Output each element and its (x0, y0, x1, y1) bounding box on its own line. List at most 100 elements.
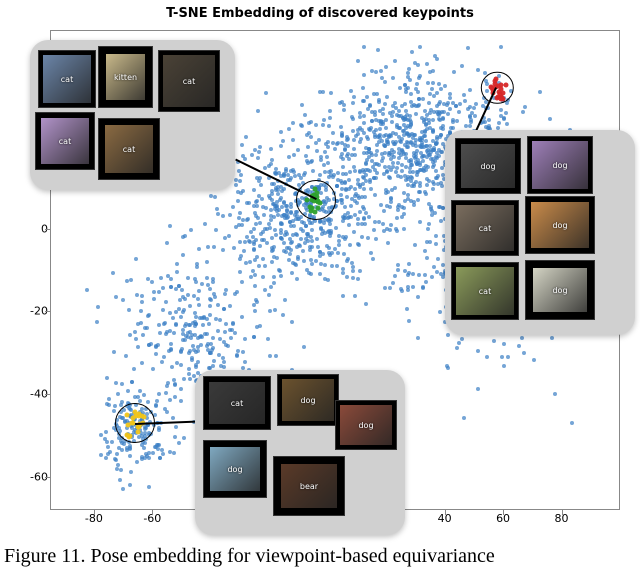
scatter-point (255, 300, 259, 304)
scatter-point (400, 169, 404, 173)
scatter-point (240, 280, 244, 284)
scatter-point (186, 276, 190, 280)
scatter-point (418, 136, 422, 140)
scatter-point (129, 278, 133, 282)
scatter-point (336, 251, 340, 255)
scatter-point (487, 118, 491, 122)
scatter-point (372, 176, 376, 180)
scatter-point (272, 275, 276, 279)
scatter-point (396, 268, 400, 272)
thumbnail-image: bear (281, 464, 337, 508)
scatter-point (301, 249, 305, 253)
scatter-point (108, 450, 112, 454)
scatter-point (181, 332, 185, 336)
scatter-point (134, 257, 138, 261)
scatter-point (394, 170, 398, 174)
scatter-point (441, 124, 445, 128)
scatter-point (240, 143, 244, 147)
scatter-point (370, 119, 374, 123)
scatter-point (104, 430, 108, 434)
scatter-point (376, 48, 380, 52)
scatter-point (215, 207, 219, 211)
scatter-point (308, 245, 312, 249)
scatter-point (194, 315, 198, 319)
scatter-point (237, 223, 241, 227)
scatter-point (135, 293, 139, 297)
scatter-point (126, 389, 130, 393)
scatter-point (141, 333, 145, 337)
y-tick-mark (45, 394, 50, 395)
scatter-point (241, 350, 245, 354)
scatter-point (460, 337, 464, 341)
scatter-point (221, 248, 225, 252)
scatter-point (506, 355, 510, 359)
scatter-point (232, 246, 236, 250)
scatter-point (418, 220, 422, 224)
scatter-point (335, 264, 339, 268)
scatter-point (298, 244, 302, 248)
scatter-point (342, 108, 346, 112)
scatter-point (129, 470, 133, 474)
scatter-point (205, 332, 209, 336)
scatter-point (121, 487, 125, 491)
scatter-point (181, 235, 185, 239)
scatter-point (158, 456, 162, 460)
y-tick-label: -40 (8, 388, 48, 401)
scatter-point (333, 147, 337, 151)
scatter-point (239, 173, 243, 177)
scatter-point (321, 123, 325, 127)
thumbnail-image: cat (41, 118, 89, 164)
scatter-point (140, 457, 144, 461)
scatter-point (208, 313, 212, 317)
scatter-point (434, 234, 438, 238)
scatter-point (373, 110, 377, 114)
scatter-point (342, 252, 346, 256)
scatter-point (407, 319, 411, 323)
scatter-point (96, 305, 100, 309)
x-tick-mark (562, 510, 563, 515)
scatter-point (264, 91, 268, 95)
scatter-point (457, 341, 461, 345)
scatter-point (304, 224, 308, 228)
scatter-point (194, 280, 198, 284)
scatter-point (296, 148, 300, 152)
scatter-point (481, 104, 485, 108)
scatter-point (423, 109, 427, 113)
scatter-point (358, 183, 362, 187)
scatter-point (268, 354, 272, 358)
scatter-point (253, 273, 257, 277)
scatter-point (387, 153, 391, 157)
scatter-point (425, 256, 429, 260)
scatter-point (212, 245, 216, 249)
scatter-point (300, 220, 304, 224)
scatter-point (309, 258, 313, 262)
thumbnail: dog (527, 136, 593, 194)
scatter-point (326, 278, 330, 282)
scatter-point (294, 210, 298, 214)
scatter-point (423, 273, 427, 277)
scatter-point (259, 183, 263, 187)
scatter-point (431, 129, 435, 133)
scatter-point (349, 204, 353, 208)
scatter-point (379, 203, 383, 207)
scatter-point (437, 102, 441, 106)
scatter-point (143, 441, 147, 445)
scatter-point (245, 201, 249, 205)
scatter-point (351, 101, 355, 105)
scatter-point (273, 171, 277, 175)
scatter-point (321, 90, 325, 94)
scatter-point (416, 63, 420, 67)
scatter-point (373, 168, 377, 172)
scatter-point (439, 181, 443, 185)
scatter-point (500, 355, 504, 359)
scatter-point (310, 228, 314, 232)
figure: T-SNE Embedding of discovered keypoints … (0, 0, 640, 572)
scatter-point (382, 229, 386, 233)
scatter-point (161, 286, 165, 290)
scatter-point (291, 233, 295, 237)
thumbnail: dog (525, 196, 595, 254)
scatter-point (423, 129, 427, 133)
scatter-point (325, 155, 329, 159)
scatter-point (273, 228, 277, 232)
scatter-point (257, 194, 261, 198)
